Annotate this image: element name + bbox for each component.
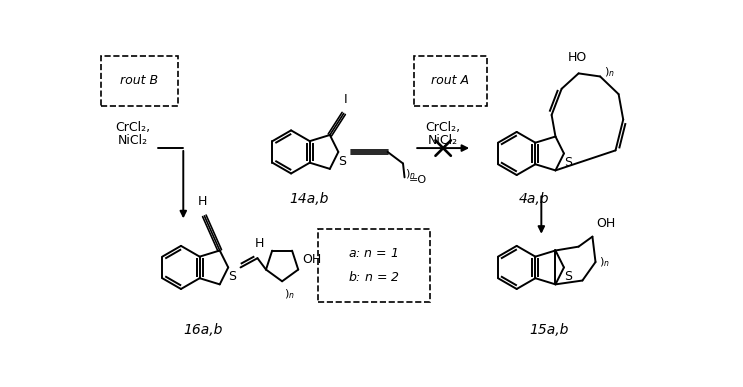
- Bar: [415, 56, 487, 106]
- Text: CrCl₂,: CrCl₂,: [116, 121, 151, 134]
- Text: )$_n$: )$_n$: [406, 167, 416, 181]
- Text: NiCl₂: NiCl₂: [428, 134, 458, 147]
- Text: b: $n$ = 2: b: $n$ = 2: [348, 270, 399, 284]
- Text: H: H: [254, 238, 264, 250]
- Text: a: $n$ = 1: a: $n$ = 1: [348, 247, 398, 260]
- Text: 4a,b: 4a,b: [519, 192, 549, 206]
- Text: OH: OH: [597, 217, 615, 231]
- Text: 14a,b: 14a,b: [289, 192, 328, 206]
- Text: 15a,b: 15a,b: [529, 323, 568, 337]
- Text: H: H: [198, 195, 207, 208]
- Text: S: S: [338, 155, 346, 168]
- Text: =O: =O: [409, 175, 427, 185]
- Text: I: I: [344, 93, 348, 106]
- Text: rout A: rout A: [432, 74, 470, 87]
- Text: 16a,b: 16a,b: [183, 323, 222, 337]
- Text: rout B: rout B: [120, 74, 158, 87]
- Text: )$_n$: )$_n$: [604, 65, 614, 79]
- Text: OH: OH: [302, 253, 321, 266]
- Text: )$_n$: )$_n$: [284, 288, 294, 301]
- Bar: [318, 229, 429, 302]
- Text: CrCl₂,: CrCl₂,: [425, 121, 461, 134]
- Text: NiCl₂: NiCl₂: [118, 134, 149, 147]
- Text: S: S: [228, 270, 236, 283]
- Text: HO: HO: [568, 51, 587, 64]
- Text: S: S: [564, 156, 572, 169]
- Text: )$_n$: )$_n$: [600, 255, 610, 269]
- Text: S: S: [564, 270, 572, 283]
- Bar: [101, 56, 178, 106]
